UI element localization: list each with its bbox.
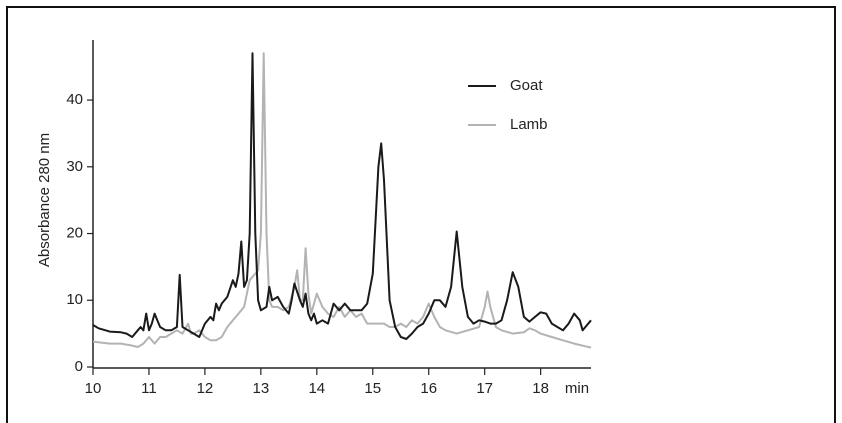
y-tick-label: 30 — [66, 158, 83, 175]
x-tick-label: 11 — [141, 380, 157, 397]
x-tick-label: 13 — [253, 380, 270, 397]
x-tick-label: 12 — [197, 380, 214, 397]
x-axis-label: min — [565, 380, 589, 397]
x-tick-label: 18 — [532, 380, 549, 397]
x-tick-label: 16 — [420, 380, 437, 397]
legend-label: Goat — [510, 77, 543, 94]
y-tick-label: 40 — [66, 91, 83, 108]
x-tick-label: 17 — [476, 380, 493, 397]
y-tick-label: 0 — [75, 358, 83, 375]
series-line — [92, 52, 592, 349]
legend-label: Lamb — [510, 116, 548, 133]
y-axis-label: Absorbance 280 nm — [36, 133, 53, 267]
y-tick-label: 20 — [66, 224, 83, 241]
frame — [6, 6, 836, 423]
x-tick-label: 15 — [364, 380, 381, 397]
y-tick-label: 10 — [66, 291, 83, 308]
series-line — [92, 52, 592, 340]
x-tick-label: 14 — [308, 380, 325, 397]
x-tick-label: 10 — [85, 380, 102, 397]
